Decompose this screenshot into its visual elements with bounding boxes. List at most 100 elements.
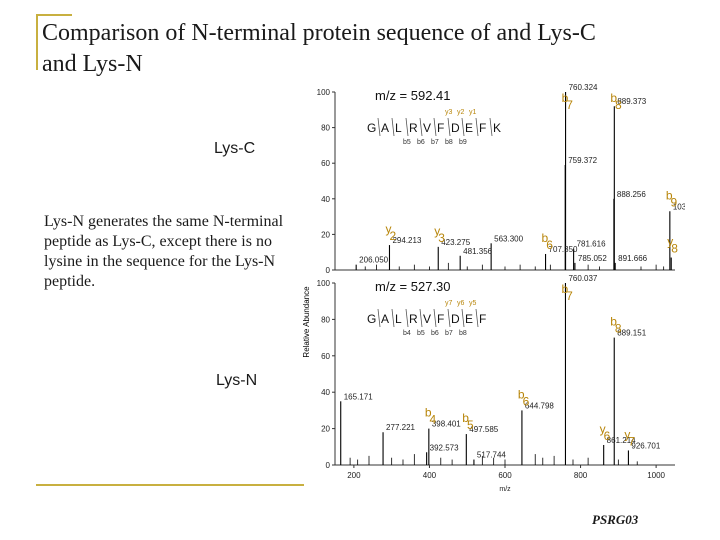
lysc-sequence-y-ion: y3 (445, 109, 453, 116)
lysc-ion-label-y3: y3 (434, 224, 445, 245)
lysn-cleavage-mark (377, 308, 381, 328)
lysn-peak-label: 392.573 (430, 443, 459, 452)
lysn-ion-label-y7: y7 (624, 427, 635, 448)
lysc-sequence-residue: F (479, 121, 486, 135)
lysn-xtick-label: 1000 (647, 471, 665, 480)
lys-n-label: Lys-N (216, 372, 258, 389)
lysc-peak-label: 707.350 (549, 245, 578, 254)
lysc-ion-label-y2: y2 (385, 222, 396, 243)
lysc-ion-label-b8: b8 (610, 91, 622, 112)
lys-c-label: Lys-C (214, 140, 256, 157)
lysn-ytick-label: 60 (321, 352, 330, 361)
lysn-ytick-label: 100 (317, 279, 331, 288)
lysn-peak-label: 861.214 (607, 436, 636, 445)
lysc-sequence-y-ion: y1 (469, 109, 477, 116)
lysn-cleavage-mark (461, 308, 465, 328)
lysc-peak-label: 759.372 (568, 156, 597, 165)
lysc-sequence-residue: D (451, 121, 460, 135)
lysc-ytick-label: 40 (321, 195, 330, 204)
lysc-ion-label-b9: b9 (666, 188, 678, 209)
lysc-sequence-residue: E (465, 121, 473, 135)
lysc-sequence-b-ion: b9 (459, 139, 467, 146)
lysn-xtick-label: 200 (347, 471, 361, 480)
lysn-sequence-b-ion: b6 (431, 330, 439, 337)
title-bracket-top (36, 14, 72, 16)
lysc-peak-label: 889.373 (617, 97, 646, 106)
lysn-ytick-label: 0 (326, 461, 331, 470)
lysc-peak-label: 206.050 (359, 256, 388, 265)
lysn-cleavage-mark (475, 308, 479, 328)
lysc-peak-label: 891.666 (618, 254, 647, 263)
lysn-sequence-residue: E (465, 312, 473, 326)
lysn-ion-label-b6: b6 (518, 387, 530, 408)
lysn-ion-label-b7: b7 (561, 282, 573, 303)
lysn-peak-label: 760.037 (568, 274, 597, 283)
lysc-sequence-residue: A (381, 121, 389, 135)
lysn-sequence-residue: F (479, 312, 486, 326)
lysn-peak-label: 644.798 (525, 401, 554, 410)
lysc-cleavage-mark (377, 117, 381, 137)
lysn-cleavage-mark (433, 308, 437, 328)
lysn-mz-annotation: m/z = 527.30 (375, 279, 451, 294)
lysc-peak-label: 888.256 (617, 190, 646, 199)
lysn-ion-label-b5: b5 (462, 411, 474, 432)
lysn-x-axis-label: m/z (499, 486, 511, 493)
lysn-cleavage-mark (447, 308, 451, 328)
lysc-cleavage-mark (489, 117, 493, 137)
lysn-xtick-label: 600 (498, 471, 512, 480)
lysc-sequence-residue: F (437, 121, 444, 135)
lysc-ion-label-b7: b7 (562, 91, 574, 112)
lysn-ytick-label: 80 (321, 315, 330, 324)
lysn-xtick-label: 400 (423, 471, 437, 480)
lysn-ytick-label: 40 (321, 388, 330, 397)
lysn-sequence-y-ion: y5 (469, 300, 477, 307)
lysn-ytick-label: 20 (321, 425, 330, 434)
lysc-sequence-b-ion: b6 (417, 139, 425, 146)
lysc-peak-label: 481.356 (463, 247, 492, 256)
lysc-sequence-residue: R (409, 121, 418, 135)
lysc-sequence-y-ion: y2 (457, 109, 465, 116)
lysc-sequence-b-ion: b8 (445, 139, 453, 146)
lysc-peak-label: 563.300 (494, 234, 523, 243)
lysc-ytick-label: 20 (321, 230, 330, 239)
bottom-rule (36, 484, 304, 486)
lysn-sequence-residue: D (451, 312, 460, 326)
lysc-ytick-label: 80 (321, 124, 330, 133)
lysn-sequence-y-ion: y7 (445, 300, 453, 307)
lysn-peak-label: 889.151 (617, 329, 646, 338)
lysc-ion-label-y8: y8 (667, 235, 678, 256)
lysc-ytick-label: 0 (326, 266, 331, 275)
lysc-ytick-label: 100 (317, 88, 331, 97)
lysc-sequence-residue: L (395, 121, 402, 135)
lysn-sequence-b-ion: b8 (459, 330, 467, 337)
lysn-peak-label: 497.585 (469, 425, 498, 434)
lysn-peak-label: 517.744 (477, 451, 506, 460)
lysc-ion-label-b6: b6 (542, 231, 554, 252)
lysn-sequence-residue: L (395, 312, 402, 326)
slide-body-text: Lys-N generates the same N-terminal pept… (44, 213, 284, 290)
ms-spectra-figure: Relative Abundance 0 20 40 60 80 100 206.050 29… (302, 83, 685, 493)
lysc-cleavage-mark (419, 117, 423, 137)
slide-title: Comparison of N-terminal protein sequenc… (42, 20, 596, 77)
lysc-cleavage-mark (405, 117, 409, 137)
lysn-ion-label-b8: b8 (610, 315, 622, 336)
lysc-peak-label: 781.616 (577, 240, 606, 249)
lysn-peak-label: 165.171 (344, 392, 373, 401)
title-bracket-left (36, 14, 38, 70)
lysn-cleavage-mark (405, 308, 409, 328)
lysc-cleavage-mark (461, 117, 465, 137)
lysc-sequence-residue: K (493, 121, 501, 135)
lysc-cleavage-mark (475, 117, 479, 137)
lysc-peak-label: 785.052 (578, 254, 607, 263)
lysn-sequence-residue: R (409, 312, 418, 326)
lysn-xtick-label: 800 (574, 471, 588, 480)
lysn-cleavage-mark (419, 308, 423, 328)
lysc-cleavage-mark (433, 117, 437, 137)
lysn-cleavage-mark (391, 308, 395, 328)
lysn-sequence-b-ion: b7 (445, 330, 453, 337)
lysc-peak-label: 1036.353 (673, 202, 685, 211)
lysn-sequence-residue: F (437, 312, 444, 326)
lysn-sequence-residue: V (423, 312, 431, 326)
lysc-cleavage-mark (391, 117, 395, 137)
lysc-sequence-residue: V (423, 121, 431, 135)
